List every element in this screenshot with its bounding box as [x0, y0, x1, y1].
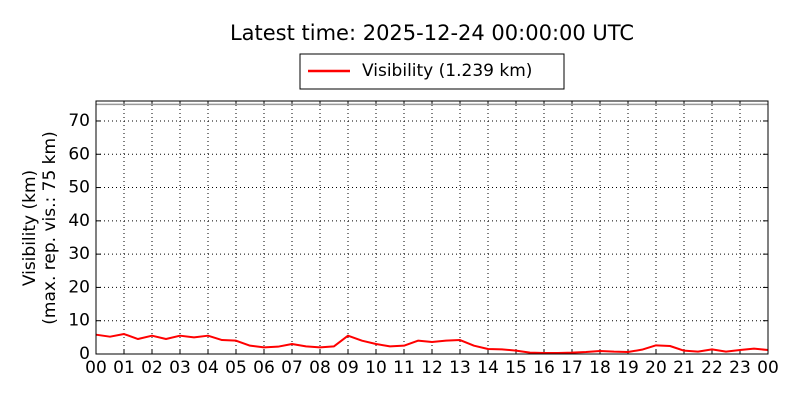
x-tick-label: 01 — [113, 358, 135, 378]
x-tick-label: 17 — [561, 358, 583, 378]
plot-frame — [95, 100, 769, 355]
y-tick-label: 10 — [68, 311, 90, 331]
x-tick-label: 04 — [197, 358, 219, 378]
y-tick-label: 60 — [68, 144, 90, 164]
x-tick-label: 05 — [225, 358, 247, 378]
data-line — [95, 333, 769, 354]
x-tick-label: 07 — [281, 358, 303, 378]
x-tick-label: 13 — [449, 358, 471, 378]
x-tick-label: 20 — [645, 358, 667, 378]
x-tick-label: 16 — [533, 358, 555, 378]
y-tick-label: 20 — [68, 277, 90, 297]
x-tick-label: 14 — [477, 358, 499, 378]
x-tick-label: 08 — [309, 358, 331, 378]
y-tick-label: 40 — [68, 211, 90, 231]
x-tick-label: 12 — [421, 358, 443, 378]
x-tick-label: 00 — [757, 358, 779, 378]
y-tick-label: 50 — [68, 178, 90, 198]
y-axis-label: (max. rep. vis.: 75 km) — [40, 131, 60, 324]
x-tick-label: 02 — [141, 358, 163, 378]
x-tick-label: 19 — [617, 358, 639, 378]
x-tick-label: 18 — [589, 358, 611, 378]
legend-label: Visibility (1.239 km) — [362, 61, 532, 81]
y-tick-label: 30 — [68, 244, 90, 264]
y-tick-label: 0 — [79, 344, 90, 364]
x-tick-label: 21 — [673, 358, 695, 378]
x-tick-label: 09 — [337, 358, 359, 378]
y-axis-label: Visibility (km) — [20, 170, 40, 286]
x-tick-label: 11 — [393, 358, 415, 378]
x-tick-label: 23 — [729, 358, 751, 378]
x-tick-label: 22 — [701, 358, 723, 378]
x-tick-label: 15 — [505, 358, 527, 378]
x-tick-label: 03 — [169, 358, 191, 378]
x-tick-label: 00 — [85, 358, 107, 378]
y-tick-label: 70 — [68, 111, 90, 131]
chart-title: Latest time: 2025-12-24 00:00:00 UTC — [230, 21, 634, 45]
x-tick-label: 10 — [365, 358, 387, 378]
x-tick-label: 06 — [253, 358, 275, 378]
